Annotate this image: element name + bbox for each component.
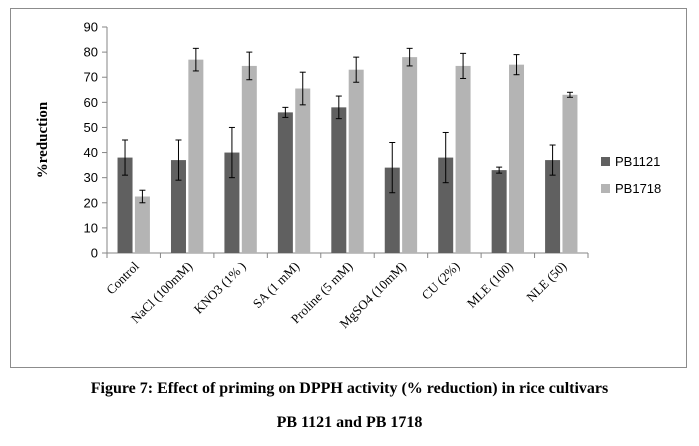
figure-caption-line1: Figure 7: Effect of priming on DPPH acti…: [90, 380, 609, 397]
bar-pb1121: [491, 170, 507, 253]
error-bar: [460, 52, 467, 79]
legend-swatch-pb1718: [601, 184, 610, 193]
chart-frame: %reduction 0 10 20 30 40 50 60 70 80 90 Control NaC…: [10, 8, 687, 368]
y-tick-label: 40: [84, 145, 98, 160]
bar-pb1718: [295, 88, 311, 254]
y-tick-label: 20: [84, 195, 98, 210]
bar-pb1121: [117, 157, 133, 253]
bar-pb1121: [277, 112, 293, 253]
x-category-label: NLE (50): [523, 259, 569, 305]
error-bar: [513, 54, 520, 76]
y-tick-label: 60: [84, 95, 98, 110]
bar-pb1121: [170, 160, 186, 253]
bar-pb1718: [562, 94, 578, 253]
y-tick-label: 80: [84, 45, 98, 60]
y-axis-label: %reduction: [35, 101, 51, 178]
error-bar: [549, 144, 556, 176]
error-bar: [389, 142, 396, 194]
x-category-label: CU (2%): [418, 259, 462, 303]
bar-pb1718: [348, 69, 364, 253]
bar-pb1121: [438, 157, 454, 253]
y-tick-label: 70: [84, 70, 98, 85]
error-bar: [299, 71, 306, 106]
bar-pb1718: [188, 59, 204, 254]
x-category-label: Control: [103, 258, 142, 297]
error-bar: [335, 95, 342, 120]
error-bar: [442, 131, 449, 184]
bar-pb1121: [331, 107, 347, 253]
bar-pb1121: [545, 160, 561, 253]
bar-pb1718: [134, 196, 150, 253]
x-category-label: MLE (100): [464, 259, 516, 311]
error-bar: [496, 166, 503, 174]
error-bar: [246, 51, 253, 81]
y-tick-label: 30: [84, 170, 98, 185]
error-bar: [282, 106, 289, 118]
error-bar: [175, 139, 182, 181]
bar-pb1718: [402, 57, 418, 254]
y-tick-label: 90: [84, 20, 98, 35]
x-category-label: KNO3 (1% ): [191, 259, 249, 317]
y-tick-label: 0: [91, 246, 98, 261]
bar-pb1718: [455, 65, 471, 253]
chart: %reduction 0102030405060708090ControlNaC…: [35, 20, 661, 332]
legend-label-pb1121: PB1121: [615, 154, 660, 169]
bar-pb1121: [224, 152, 240, 253]
figure-caption-line2: PB 1121 and PB 1718: [276, 414, 423, 431]
x-category-label: SA (1 mM): [250, 259, 302, 311]
error-bar: [566, 91, 573, 98]
error-bar: [139, 189, 146, 204]
error-bar: [406, 47, 413, 67]
legend-label-pb1718: PB1718: [615, 181, 661, 196]
error-bar: [122, 139, 129, 176]
error-bar: [353, 56, 360, 83]
error-bar: [228, 126, 235, 179]
bar-pb1121: [384, 167, 400, 253]
bar-pb1718: [509, 64, 525, 253]
legend-swatch-pb1121: [601, 157, 610, 166]
legend: PB1121 PB1718: [601, 154, 661, 196]
error-bar: [192, 47, 199, 72]
y-tick-label: 50: [84, 120, 98, 135]
y-tick-label: 10: [84, 220, 98, 235]
bar-pb1718: [241, 65, 257, 253]
